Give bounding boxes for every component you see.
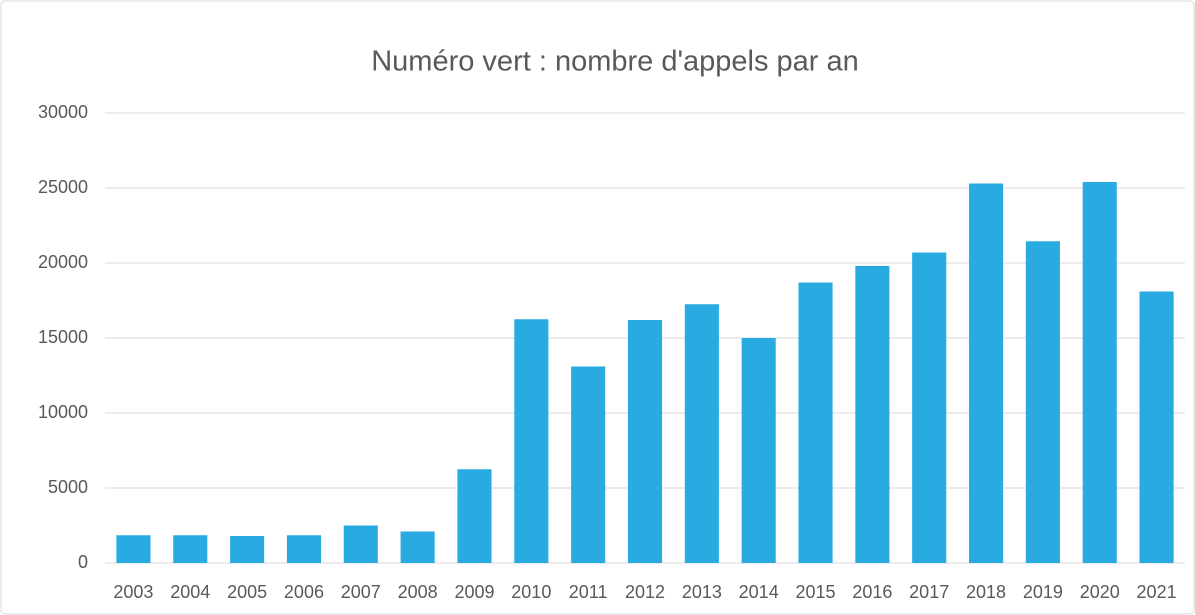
x-tick-label: 2021 xyxy=(1137,582,1177,602)
x-tick-label: 2007 xyxy=(341,582,381,602)
x-tick-label: 2010 xyxy=(511,582,551,602)
bar xyxy=(116,535,151,563)
bar xyxy=(514,319,549,563)
x-tick-label: 2009 xyxy=(454,582,494,602)
bar xyxy=(571,366,606,563)
y-tick-label: 10000 xyxy=(38,402,88,422)
x-tick-label: 2012 xyxy=(625,582,665,602)
bar xyxy=(230,536,265,563)
x-tick-label: 2016 xyxy=(852,582,892,602)
bar xyxy=(1082,182,1117,563)
x-tick-label: 2014 xyxy=(739,582,779,602)
x-tick-label: 2008 xyxy=(398,582,438,602)
chart-title: Numéro vert : nombre d'appels par an xyxy=(371,46,859,78)
bar xyxy=(855,266,890,563)
x-tick-label: 2013 xyxy=(682,582,722,602)
y-tick-label: 30000 xyxy=(38,102,88,122)
bar xyxy=(343,525,378,563)
bar xyxy=(173,535,208,563)
x-tick-label: 2017 xyxy=(909,582,949,602)
y-tick-label: 0 xyxy=(78,552,88,572)
bar xyxy=(1139,291,1174,563)
x-tick-label: 2005 xyxy=(227,582,267,602)
x-tick-label: 2018 xyxy=(966,582,1006,602)
bar xyxy=(684,304,719,563)
y-tick-label: 5000 xyxy=(48,477,88,497)
bar xyxy=(912,252,947,563)
x-tick-label: 2011 xyxy=(569,582,608,602)
bar xyxy=(400,531,435,563)
bar xyxy=(627,320,663,563)
bar xyxy=(798,282,833,563)
x-tick-label: 2004 xyxy=(170,582,210,602)
x-tick-label: 2020 xyxy=(1080,582,1120,602)
bar xyxy=(286,535,321,563)
bar xyxy=(457,469,492,563)
y-tick-label: 20000 xyxy=(38,252,88,272)
x-tick-label: 2019 xyxy=(1023,582,1063,602)
bar xyxy=(969,183,1004,563)
bar xyxy=(741,338,776,563)
y-tick-label: 25000 xyxy=(38,177,88,197)
bar xyxy=(1025,241,1060,563)
x-tick-label: 2015 xyxy=(796,582,836,602)
x-tick-label: 2003 xyxy=(113,582,153,602)
y-tick-label: 15000 xyxy=(38,327,88,347)
x-tick-label: 2006 xyxy=(284,582,324,602)
